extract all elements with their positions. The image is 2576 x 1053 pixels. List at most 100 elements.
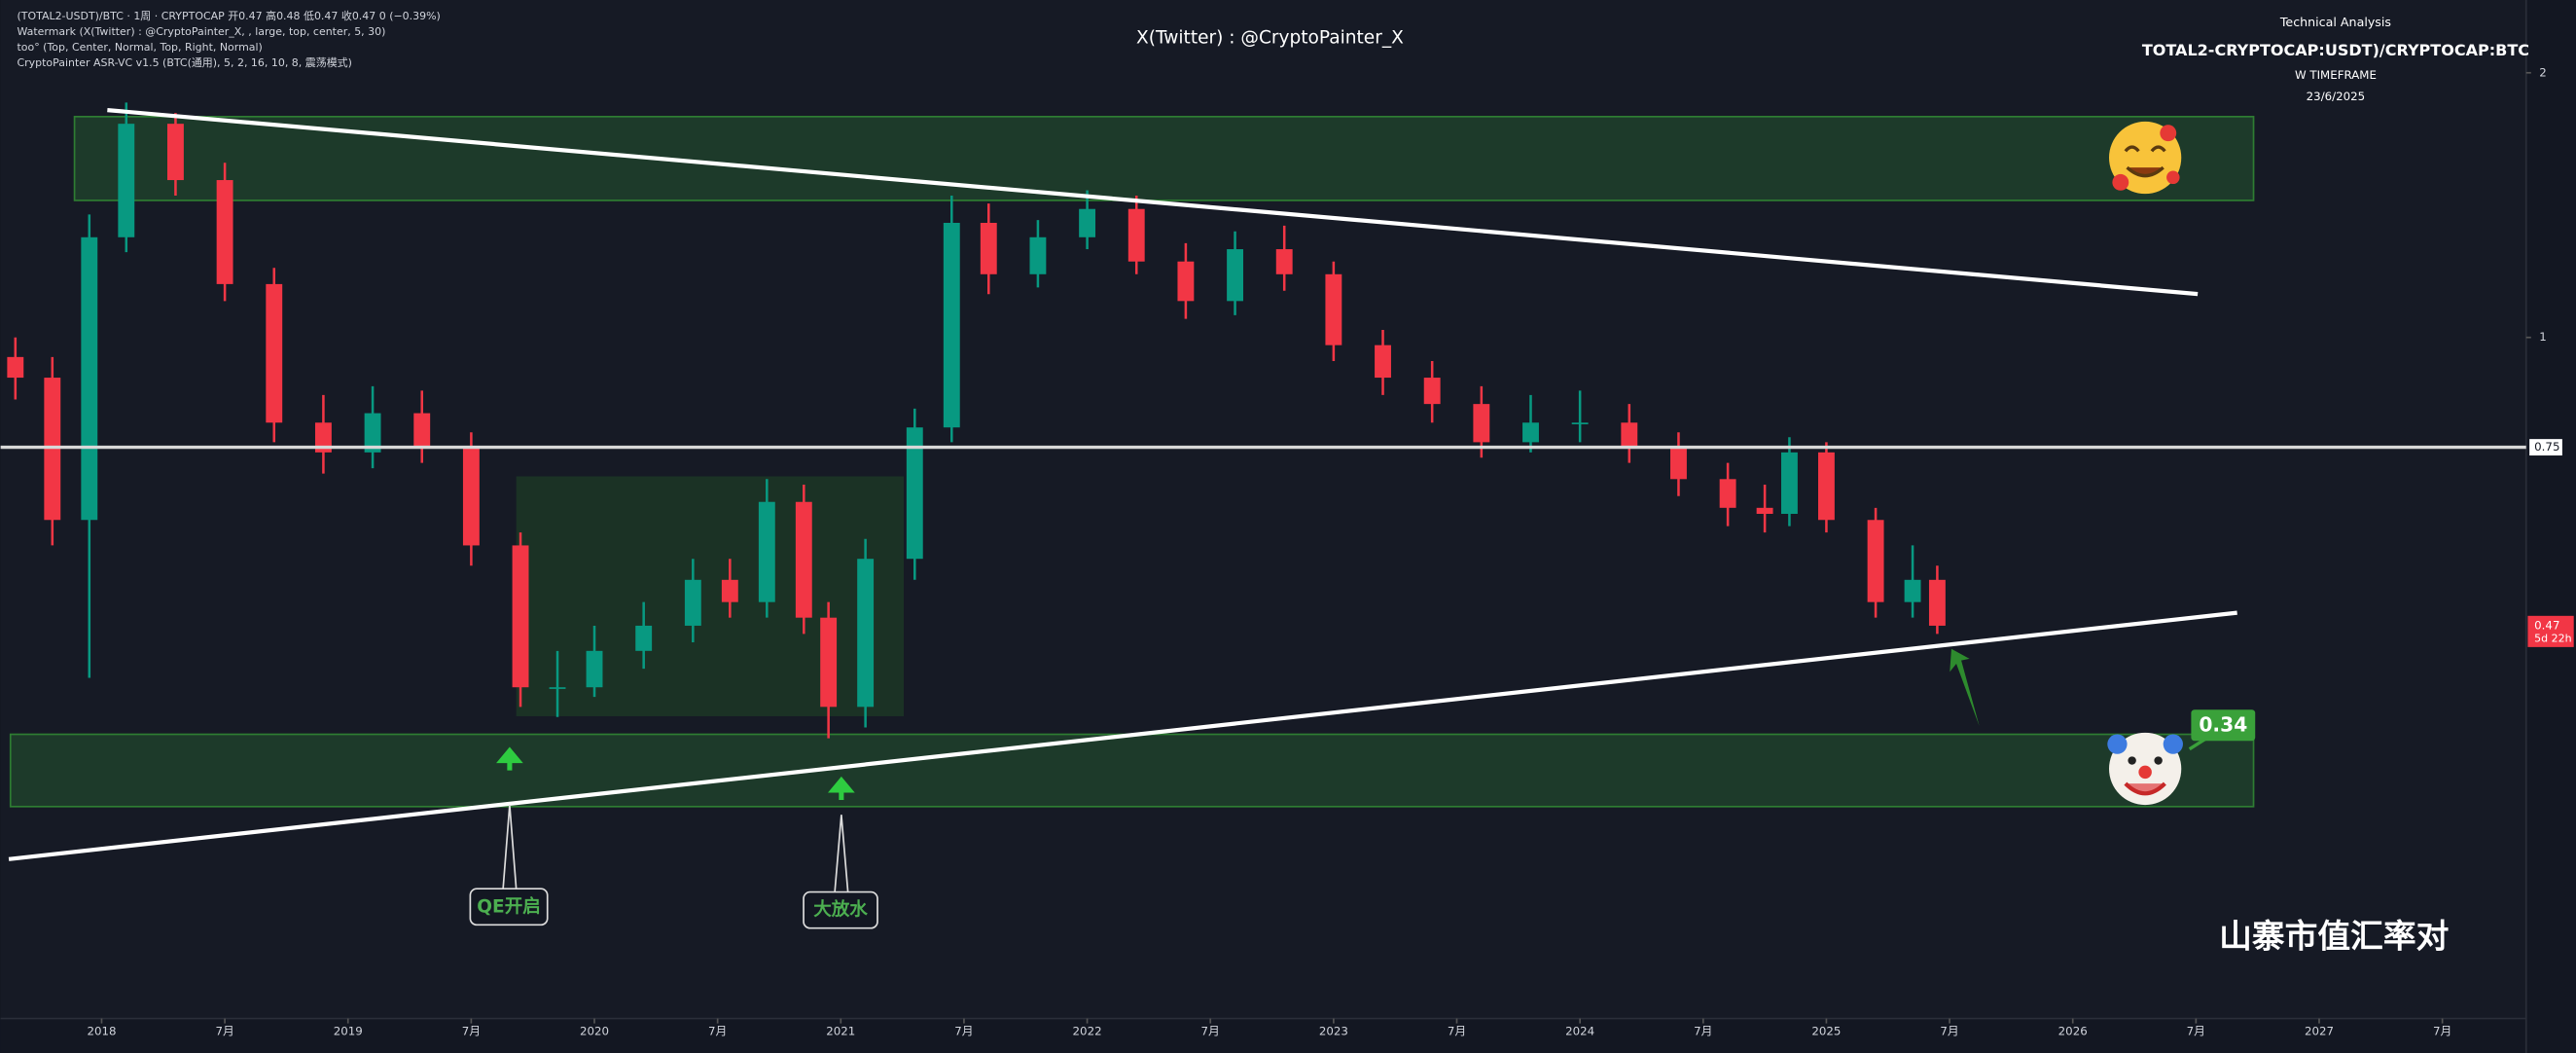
- support-zone: [9, 733, 2255, 808]
- legend-line: too° (Top, Center, Normal, Top, Right, N…: [17, 41, 262, 54]
- candle-body: [943, 222, 960, 428]
- candle-body: [1275, 249, 1293, 274]
- resistance-zone: [73, 116, 2255, 201]
- x-tick-label: 7月: [1940, 1025, 1958, 1038]
- callout-text: QE开启: [477, 895, 541, 917]
- candle-body: [1423, 378, 1441, 405]
- candle-body: [216, 180, 233, 284]
- x-tick-label: 2019: [334, 1025, 363, 1038]
- candle-body: [1079, 208, 1096, 237]
- x-tick-label: 2023: [1319, 1025, 1348, 1038]
- candle-body: [314, 422, 332, 453]
- upper-trendline: [107, 107, 2199, 297]
- lower-trendline: [8, 610, 2237, 861]
- candle-body: [721, 579, 738, 602]
- candle-body: [1867, 520, 1884, 602]
- candle-body: [266, 283, 283, 423]
- up-arrow: [496, 746, 523, 771]
- x-tick-label: 2022: [1073, 1025, 1102, 1038]
- candle-body: [1621, 422, 1638, 448]
- candle-body: [1473, 404, 1490, 443]
- candle-body: [586, 650, 603, 688]
- x-tick-label: 7月: [1201, 1025, 1220, 1038]
- candle-body: [684, 579, 701, 626]
- countdown: 5d 22h: [2534, 632, 2571, 644]
- y-tick-label: 2: [2539, 65, 2547, 79]
- candle-body: [1817, 452, 1835, 521]
- callout-pointer: [502, 805, 518, 890]
- candle-body: [1177, 261, 1195, 302]
- candle-body: [1522, 422, 1539, 443]
- x-tick-label: 2018: [87, 1025, 116, 1038]
- info-timeframe: W TIMEFRAME: [2295, 68, 2377, 82]
- candle-body: [413, 413, 431, 448]
- level-label: 0.75: [2534, 440, 2559, 454]
- x-tick-label: 7月: [2433, 1025, 2451, 1038]
- legend-line: CryptoPainter ASR-VC v1.5 (BTC(通用), 5, 2…: [17, 56, 351, 69]
- candle-body: [1756, 507, 1773, 514]
- x-tick-label: 7月: [1448, 1025, 1466, 1038]
- candle-body: [1571, 422, 1589, 424]
- candle-body: [795, 501, 812, 618]
- callout-text: 大放水: [813, 899, 868, 921]
- x-tick-label: 7月: [2187, 1025, 2205, 1038]
- info-date: 23/6/2025: [2307, 90, 2366, 103]
- caption: 山寨市值汇率对: [2219, 917, 2449, 955]
- up-arrow: [828, 776, 855, 801]
- clown-emoji: [2107, 732, 2183, 806]
- candle-body: [857, 559, 875, 708]
- candle-body: [1780, 452, 1798, 514]
- target-label: 0.34: [2199, 713, 2247, 737]
- range-box: [516, 476, 905, 716]
- price-label-box: [2527, 615, 2574, 647]
- watermark-title: X(Twitter) : @CryptoPainter_X: [1136, 27, 1404, 48]
- legend-line: Watermark (X(Twitter) : @CryptoPainter_X…: [17, 25, 385, 38]
- info-heading: Technical Analysis: [2279, 15, 2391, 29]
- candle-body: [1127, 208, 1145, 262]
- candle-body: [906, 427, 923, 560]
- candle-body: [364, 413, 381, 453]
- legend-line: (TOTAL2-USDT)/BTC · 1周 · CRYPTOCAP 开0.47…: [17, 9, 440, 22]
- x-tick-label: 2025: [1811, 1025, 1841, 1038]
- callout-box: [469, 888, 549, 926]
- candle-body: [462, 447, 480, 546]
- candle-body: [1928, 579, 1946, 626]
- candle-body: [81, 236, 98, 521]
- candle-body: [549, 687, 566, 689]
- candle-body: [7, 356, 24, 379]
- candle-body: [1719, 479, 1736, 508]
- x-tick-label: 2021: [826, 1025, 855, 1038]
- price-label: 0.47: [2534, 618, 2559, 632]
- candle-body: [1325, 273, 1342, 345]
- candle-body: [1904, 579, 1921, 602]
- bounce-arrow: [1950, 648, 1980, 727]
- x-tick-label: 2020: [580, 1025, 609, 1038]
- x-tick-label: 7月: [462, 1025, 481, 1038]
- x-tick-label: 2027: [2305, 1025, 2334, 1038]
- candle-body: [820, 617, 838, 708]
- candle-body: [1375, 345, 1391, 379]
- callout-pointer: [834, 815, 849, 892]
- smile-emoji: [2108, 121, 2182, 195]
- level-label-box: [2529, 439, 2562, 456]
- callout-box: [803, 890, 878, 929]
- candle-body: [635, 625, 653, 651]
- x-tick-label: 7月: [708, 1025, 727, 1038]
- x-tick-label: 2026: [2058, 1025, 2088, 1038]
- info-pair: TOTAL2-CRYPTOCAP:USDT)/CRYPTOCAP:BTC: [2142, 41, 2529, 59]
- x-tick-label: 7月: [954, 1025, 973, 1038]
- candle-body: [980, 222, 997, 274]
- candle-body: [1227, 249, 1243, 302]
- candle-body: [1029, 236, 1047, 274]
- x-tick-label: 2024: [1565, 1025, 1594, 1038]
- y-tick-label: 1: [2539, 330, 2547, 344]
- target-box: [2191, 709, 2256, 742]
- candle-body: [512, 545, 529, 688]
- x-tick-label: 7月: [215, 1025, 233, 1038]
- legend: (TOTAL2-USDT)/BTC · 1周 · CRYPTOCAP 开0.47…: [17, 9, 440, 69]
- candle-body: [758, 501, 775, 602]
- candle-body: [1670, 447, 1687, 480]
- candle-body: [118, 124, 135, 237]
- candle-body: [167, 124, 184, 181]
